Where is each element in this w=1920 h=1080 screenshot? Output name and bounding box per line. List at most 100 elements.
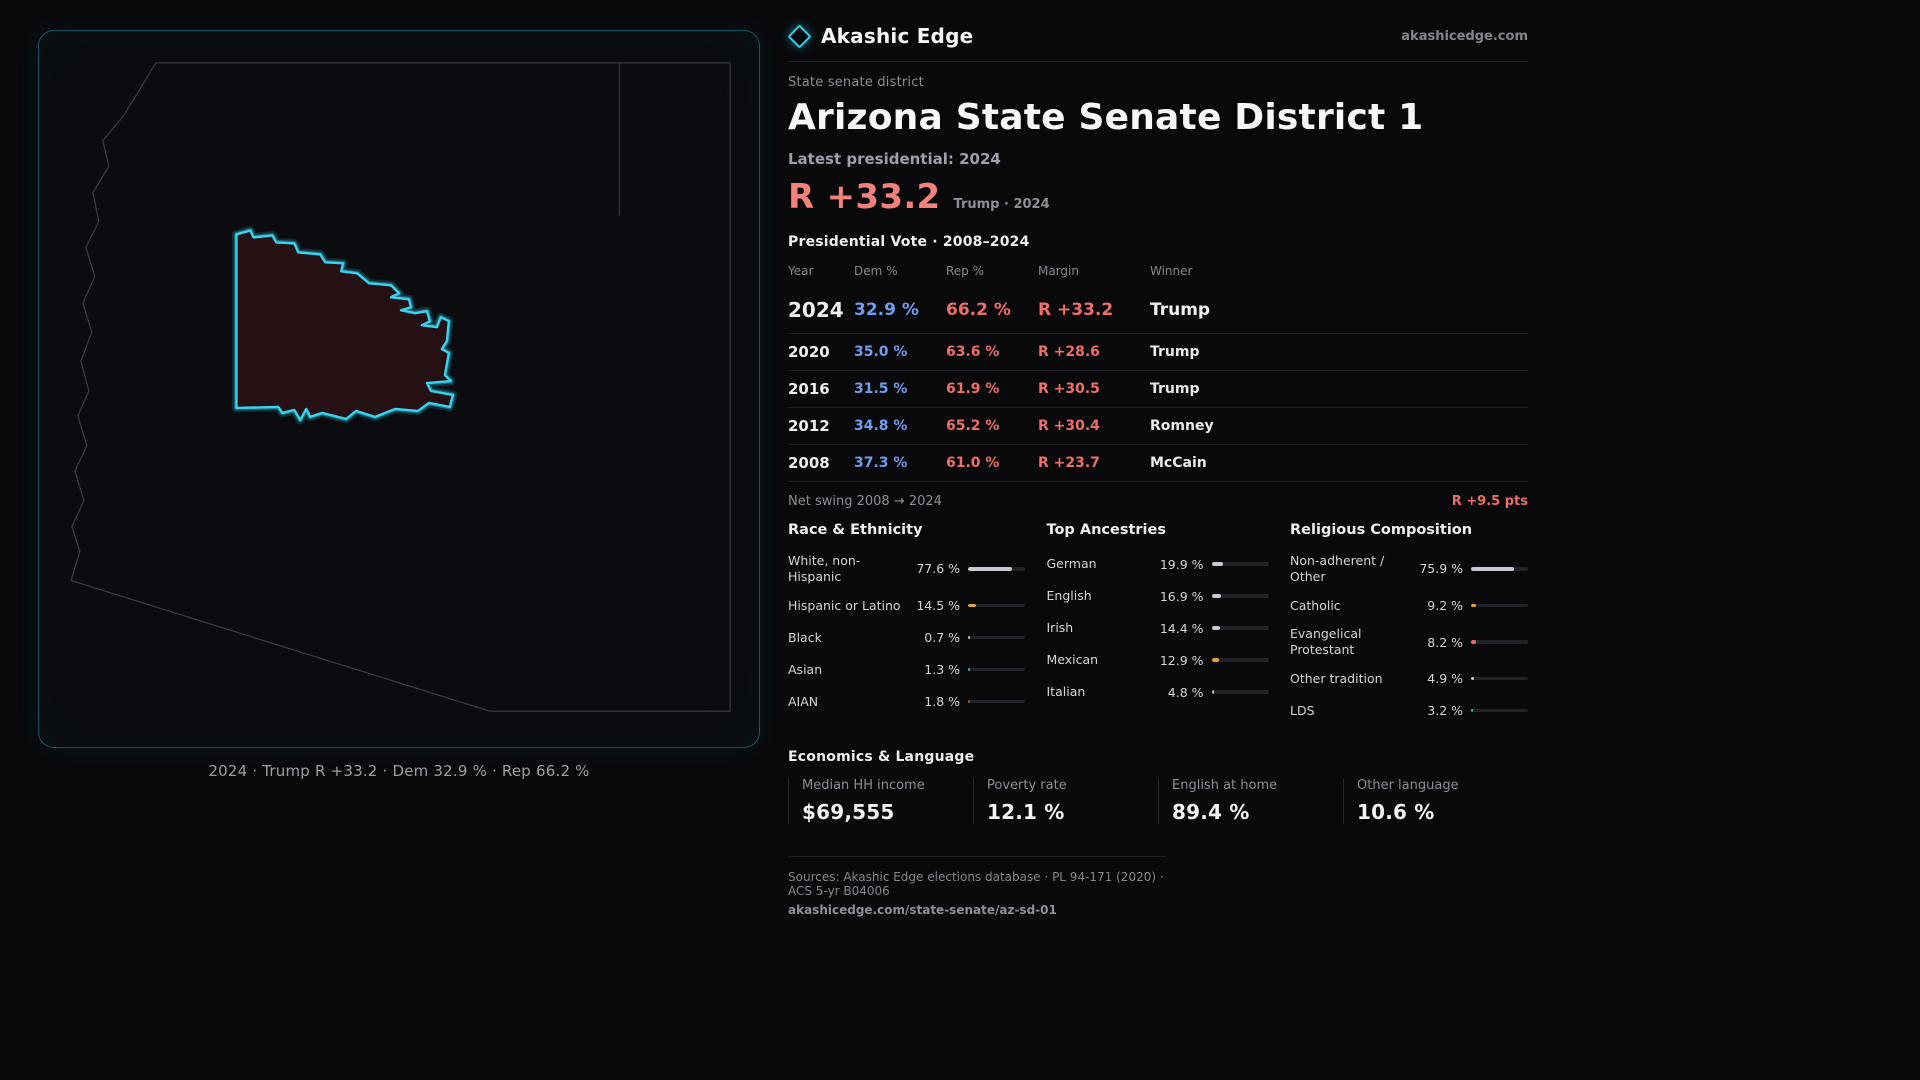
cell-year: 2016 xyxy=(788,380,830,399)
stat-value: $69,555 xyxy=(802,799,895,824)
arizona-state-outline xyxy=(70,62,731,712)
permalink[interactable]: akashicedge.com/state-senate/az-sd-01 xyxy=(788,902,1057,917)
table-row-2008: 2008 37.3 % 61.0 % R +23.7 McCain xyxy=(788,445,1528,483)
demo-row: Other tradition 4.9 % xyxy=(1290,663,1528,695)
cell-margin: R +30.5 xyxy=(1038,381,1100,398)
cell-winner: McCain xyxy=(1150,455,1207,472)
stat-bar xyxy=(968,567,1025,571)
stat-label: English at home xyxy=(1172,777,1278,793)
demo-label: Other tradition xyxy=(1290,670,1383,686)
arizona-map xyxy=(70,62,731,712)
cell-dem: 37.3 % xyxy=(854,455,908,472)
eyebrow-label: State senate district xyxy=(788,75,924,90)
map-region: 2024 · Trump R +33.2 · Dem 32.9 % · Rep … xyxy=(38,30,760,780)
demo-value: 12.9 % xyxy=(1159,652,1204,668)
stat-bar xyxy=(968,635,1025,640)
net-swing-label: Net swing 2008 → 2024 xyxy=(788,494,942,510)
race-ethnicity-title: Race & Ethnicity xyxy=(788,522,923,539)
demo-label: Hispanic or Latino xyxy=(788,597,901,613)
cell-dem: 35.0 % xyxy=(854,344,908,361)
sources-text: Sources: Akashic Edge elections database… xyxy=(788,869,1164,898)
net-swing-row: Net swing 2008 → 2024 R +9.5 pts xyxy=(788,482,1528,509)
stat-bar xyxy=(1211,562,1269,566)
religious-composition-column: Religious Composition Non-adherent / Oth… xyxy=(1290,522,1528,727)
demo-value: 4.9 % xyxy=(1427,671,1463,687)
subtitle: Latest presidential: 2024 xyxy=(788,150,1001,169)
stat-value: 10.6 % xyxy=(1357,799,1435,824)
stat-bar xyxy=(1471,676,1528,681)
demo-value: 77.6 % xyxy=(916,561,960,577)
table-row-2024: 2024 32.9 % 66.2 % R +33.2 Trump xyxy=(788,287,1528,335)
stat-bar xyxy=(1211,626,1269,630)
stat-label: Median HH income xyxy=(802,777,925,793)
demo-value: 4.8 % xyxy=(1167,684,1204,700)
cell-rep: 61.0 % xyxy=(946,455,1000,472)
cell-winner: Trump xyxy=(1150,300,1211,321)
cell-margin: R +23.7 xyxy=(1038,455,1100,472)
headline-note: Trump · 2024 xyxy=(953,197,1050,213)
stat-poverty-rate: Poverty rate 12.1 % xyxy=(973,777,1158,824)
demo-label: German xyxy=(1046,556,1097,572)
col-winner: Winner xyxy=(1150,264,1193,279)
stat-label: Poverty rate xyxy=(987,777,1067,793)
vote-table-header: Year Dem % Rep % Margin Winner xyxy=(788,260,1528,287)
brand-name: Akashic Edge xyxy=(821,24,974,48)
demo-value: 8.2 % xyxy=(1427,634,1463,650)
brand-domain-link[interactable]: akashicedge.com xyxy=(1401,28,1528,44)
map-caption: 2024 · Trump R +33.2 · Dem 32.9 % · Rep … xyxy=(208,762,590,780)
cell-year: 2024 xyxy=(788,298,844,323)
table-row-2012: 2012 34.8 % 65.2 % R +30.4 Romney xyxy=(788,408,1528,446)
demo-value: 9.2 % xyxy=(1427,597,1463,613)
race-ethnicity-column: Race & Ethnicity White, non-Hispanic 77.… xyxy=(788,522,1025,727)
demo-row: Black 0.7 % xyxy=(788,621,1025,653)
cell-margin: R +30.4 xyxy=(1038,418,1100,435)
top-ancestries-column: Top Ancestries German 19.9 % English 16.… xyxy=(1047,522,1269,727)
headline-stat: R +33.2 Trump · 2024 xyxy=(788,177,1528,217)
district-shape[interactable] xyxy=(235,229,455,422)
demo-label: Evangelical Protestant xyxy=(1290,626,1362,658)
demo-label: Irish xyxy=(1046,620,1074,636)
religious-composition-title: Religious Composition xyxy=(1290,522,1473,539)
demo-label: AIAN xyxy=(788,693,819,709)
stat-bar xyxy=(1211,658,1269,662)
stat-median-income: Median HH income $69,555 xyxy=(788,777,973,824)
demo-value: 14.5 % xyxy=(916,597,960,613)
demo-row: Non-adherent / Other 75.9 % xyxy=(1290,548,1528,589)
cell-year: 2012 xyxy=(788,417,830,436)
demo-value: 3.2 % xyxy=(1427,703,1463,719)
demo-row: German 19.9 % xyxy=(1047,548,1269,580)
district-map-card xyxy=(38,30,760,748)
demo-row: White, non-Hispanic 77.6 % xyxy=(788,548,1025,589)
stat-bar xyxy=(1471,708,1528,713)
stat-value: 12.1 % xyxy=(987,799,1065,824)
cell-dem: 34.8 % xyxy=(854,418,908,435)
cell-year: 2020 xyxy=(788,343,830,362)
stat-bar xyxy=(968,699,1025,704)
stat-english-at-home: English at home 89.4 % xyxy=(1158,777,1343,824)
demo-row: Irish 14.4 % xyxy=(1047,612,1269,644)
cell-margin: R +33.2 xyxy=(1038,300,1114,321)
economics-title: Economics & Language xyxy=(788,748,975,765)
demo-label: Catholic xyxy=(1290,597,1341,613)
vote-table: Year Dem % Rep % Margin Winner 2024 32.9… xyxy=(788,260,1528,509)
demo-value: 19.9 % xyxy=(1159,556,1204,572)
demo-label: Asian xyxy=(788,661,823,677)
demo-row: Asian 1.3 % xyxy=(788,653,1025,685)
page-title: Arizona State Senate District 1 xyxy=(788,97,1424,138)
demo-value: 1.3 % xyxy=(924,661,960,677)
demo-value: 16.9 % xyxy=(1159,588,1204,604)
economics-stats: Median HH income $69,555 Poverty rate 12… xyxy=(788,777,1528,824)
demo-row: Hispanic or Latino 14.5 % xyxy=(788,589,1025,621)
stat-label: Other language xyxy=(1357,777,1459,793)
footer: Sources: Akashic Edge elections database… xyxy=(788,855,1166,917)
cell-rep: 63.6 % xyxy=(946,344,1000,361)
demo-value: 14.4 % xyxy=(1159,620,1204,636)
demographics-section: Race & Ethnicity White, non-Hispanic 77.… xyxy=(788,522,1528,727)
data-panel: Akashic Edge akashicedge.com State senat… xyxy=(787,23,1528,917)
demo-value: 0.7 % xyxy=(924,629,960,645)
demo-row: Mexican 12.9 % xyxy=(1047,644,1269,676)
stat-bar xyxy=(1471,640,1528,644)
demo-label: Mexican xyxy=(1046,652,1099,668)
demo-value: 1.8 % xyxy=(924,693,960,709)
